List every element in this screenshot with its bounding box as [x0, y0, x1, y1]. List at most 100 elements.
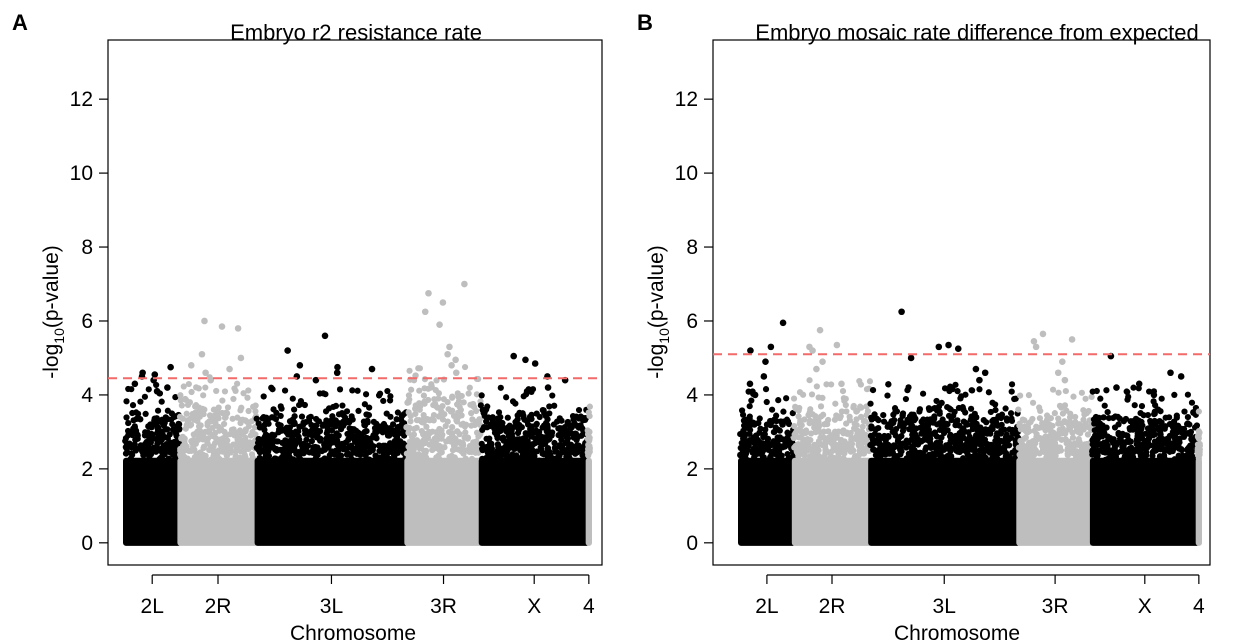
data-point [357, 430, 364, 438]
data-point [905, 384, 912, 391]
data-point [207, 443, 214, 450]
data-point [578, 424, 585, 431]
data-point [408, 386, 415, 393]
data-point [558, 417, 565, 424]
data-point [244, 394, 251, 401]
data-point [880, 411, 887, 419]
data-point [328, 417, 335, 424]
data-point [1130, 384, 1137, 391]
data-point [222, 414, 229, 421]
data-point [462, 429, 469, 436]
data-point [131, 424, 138, 431]
y-tick-label: 4 [686, 384, 698, 407]
data-point [439, 402, 446, 410]
data-point [533, 435, 540, 442]
data-point [767, 418, 774, 425]
data-point [1184, 413, 1192, 421]
data-point [1101, 429, 1108, 436]
data-point [488, 440, 495, 447]
data-point [122, 437, 129, 445]
data-point [1181, 408, 1188, 415]
data-point [1188, 399, 1196, 406]
data-point [977, 424, 984, 431]
data-point [937, 451, 944, 458]
data-point [176, 426, 183, 433]
data-point [147, 424, 155, 431]
data-point [273, 409, 280, 417]
data-point [1095, 414, 1103, 421]
point-cluster [1089, 457, 1200, 546]
data-point [483, 447, 490, 454]
data-point [189, 444, 197, 451]
data-point [348, 413, 355, 420]
data-point [841, 450, 848, 457]
data-point [1063, 407, 1070, 414]
data-point [1024, 450, 1031, 458]
data-point [169, 421, 176, 428]
data-point [278, 405, 285, 412]
data-point [536, 457, 543, 464]
data-point [1169, 428, 1177, 436]
data-point [784, 429, 791, 436]
y-tick-label: 10 [70, 162, 93, 185]
data-point [904, 438, 911, 445]
data-point [567, 441, 575, 448]
data-point [866, 378, 874, 385]
data-point [536, 413, 543, 421]
data-point [1080, 416, 1087, 423]
data-point [164, 407, 171, 414]
data-point [1156, 453, 1164, 460]
data-point [333, 430, 340, 437]
data-point [1074, 441, 1082, 448]
data-point [207, 418, 214, 425]
data-point [1089, 448, 1096, 455]
data-point [737, 452, 744, 459]
data-point [951, 445, 959, 452]
data-point [988, 448, 995, 455]
data-point [1052, 442, 1059, 450]
data-point [1158, 436, 1165, 443]
data-point [349, 387, 356, 394]
data-point [1166, 443, 1174, 450]
data-point [933, 421, 941, 428]
data-point [952, 381, 959, 388]
data-point [289, 416, 296, 423]
point-cluster [1016, 457, 1094, 546]
data-point [839, 388, 847, 395]
data-point [951, 408, 958, 416]
data-point [234, 429, 242, 436]
data-point [822, 450, 829, 457]
data-point [949, 386, 956, 393]
data-point [891, 452, 898, 459]
data-point [512, 444, 520, 451]
data-point [931, 405, 938, 412]
data-point [180, 383, 187, 390]
svg-text:-log10(p-value): -log10(p-value) [40, 245, 67, 378]
data-point [253, 415, 260, 422]
series-X [477, 352, 591, 546]
data-point [514, 429, 522, 437]
data-point [933, 439, 940, 447]
data-point [464, 434, 472, 441]
data-point [549, 392, 556, 399]
data-point [362, 391, 370, 398]
data-point [838, 436, 845, 443]
data-point [851, 425, 858, 432]
data-point [351, 457, 358, 464]
data-point [154, 407, 162, 414]
data-point [738, 439, 745, 447]
data-point [406, 438, 413, 445]
data-point [971, 415, 978, 422]
top-hit-point [510, 352, 517, 360]
data-point [143, 438, 150, 446]
data-point [883, 443, 890, 450]
data-point [927, 441, 934, 448]
x-tick-label: X [1138, 595, 1152, 618]
data-point [142, 429, 149, 436]
top-hit-point [976, 376, 983, 384]
data-point [882, 449, 889, 456]
data-point [835, 428, 842, 435]
data-point [343, 408, 351, 415]
panel-b-plot-frame [712, 39, 1211, 566]
series-3L [867, 308, 1022, 546]
